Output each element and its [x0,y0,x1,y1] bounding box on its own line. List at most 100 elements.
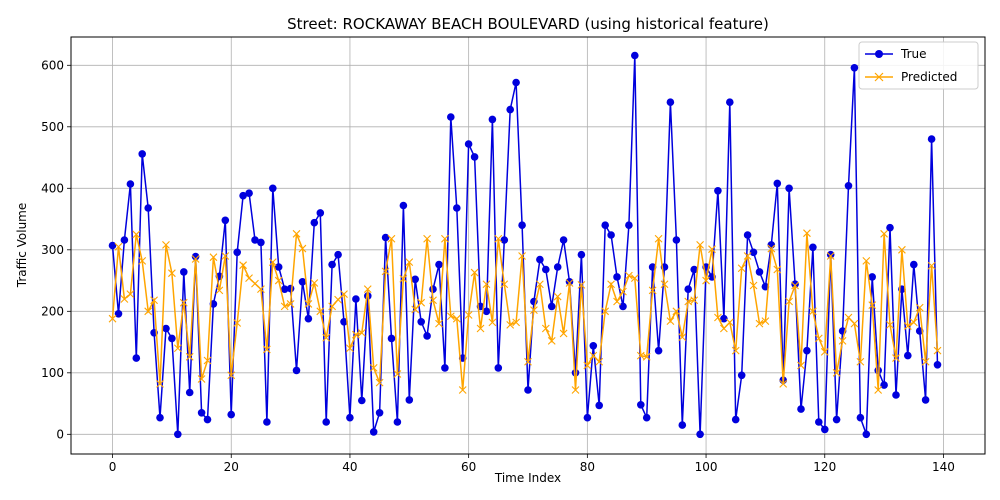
y-tick-label: 400 [41,181,64,195]
data-point-true [856,413,865,422]
data-point-true [322,418,331,426]
data-point-true [731,415,740,424]
data-point-predicted [589,351,598,360]
data-point-predicted [832,368,841,377]
data-point-predicted [191,255,200,263]
data-point-predicted [446,312,455,321]
data-point-predicted [310,279,319,287]
data-point-predicted [541,324,550,333]
data-point-true [577,250,586,259]
data-point-true [803,346,811,355]
data-point-predicted [304,300,313,308]
data-point-true [292,366,301,375]
data-point-predicted [476,324,485,333]
data-point-true [156,413,164,422]
data-point-true [138,150,146,158]
data-point-true [547,302,556,311]
data-point-predicted [375,378,384,387]
data-point-predicted [162,240,170,249]
x-tick-label: 120 [813,460,836,474]
data-point-predicted [464,311,473,319]
data-point-true [310,218,319,227]
data-point-predicted [595,357,604,366]
data-point-predicted [328,302,337,311]
data-point-true [791,280,799,289]
data-point-true [191,252,200,261]
data-point-true [358,396,366,405]
data-point-predicted [577,280,586,289]
data-point-true [601,221,609,229]
data-point-true [571,369,580,377]
data-point-true [423,332,431,340]
data-point-true [429,285,437,294]
data-point-true [666,98,675,106]
data-point-predicted [642,352,651,361]
data-point-true [197,409,206,417]
data-point-predicted [423,234,431,243]
data-point-true [880,381,888,389]
data-point-true [405,396,414,404]
data-point-true [684,285,692,294]
data-point-true [589,342,598,350]
data-point-true [411,275,420,284]
data-point-predicted [257,285,265,294]
y-tick-label: 300 [41,243,64,257]
data-point-predicted [921,357,930,366]
data-point-true [114,310,123,318]
data-point-predicted [179,298,188,307]
data-point-true [755,268,764,276]
data-point-predicted [607,280,615,289]
data-point-predicted [316,307,325,316]
data-point-true [583,413,592,422]
data-point-true [868,273,876,281]
legend-true-marker [875,50,883,58]
y-axis-label: Traffic Volume [15,203,29,289]
axis-ticks: 0 20 40 60 80 100 120 140 0 100 200 300 400 500 600 [41,58,955,474]
data-point-true [233,248,241,257]
data-point-true [304,314,313,323]
data-point-predicted [233,319,242,327]
x-tick-label: 40 [342,460,357,474]
data-point-true [524,386,532,394]
data-point-true [453,204,461,212]
data-point-true [921,396,930,404]
data-point-predicted [850,319,859,328]
data-point-predicted [714,313,722,322]
data-point-true [720,314,728,323]
data-point-true [257,238,265,247]
data-point-true [767,241,776,249]
data-point-true [631,51,639,60]
data-point-predicted [696,240,705,249]
y-tick-label: 600 [41,58,64,72]
data-point-predicted [298,244,307,253]
data-point-predicted [381,267,390,276]
data-point-predicted [666,317,675,326]
data-point-predicted [185,352,194,361]
data-point-true [933,361,942,369]
data-point-true [168,334,176,343]
chart-title: Street: ROCKAWAY BEACH BOULEVARD (using … [287,15,769,33]
data-point-true [512,78,520,87]
data-point-predicted [239,261,248,270]
data-point-predicted [197,375,206,383]
data-point-predicted [892,354,900,362]
data-point-predicted [494,234,503,243]
data-point-predicted [215,286,224,295]
data-point-predicted [553,292,562,301]
data-point-true [381,233,390,242]
data-point-predicted [856,357,865,366]
data-point-predicted [411,305,420,314]
data-point-predicted [678,333,687,342]
data-point-predicted [488,318,497,327]
data-point-predicted [126,290,135,298]
data-point-true [607,231,615,239]
data-point-predicted [173,344,182,353]
data-point-predicted [826,252,835,260]
data-point-predicted [144,307,153,316]
data-point-true [239,191,247,200]
data-point-predicted [785,297,794,306]
data-point-predicted [221,252,230,260]
data-point-predicted [393,370,402,378]
data-point-predicted [886,320,894,329]
data-point-true [714,187,722,195]
